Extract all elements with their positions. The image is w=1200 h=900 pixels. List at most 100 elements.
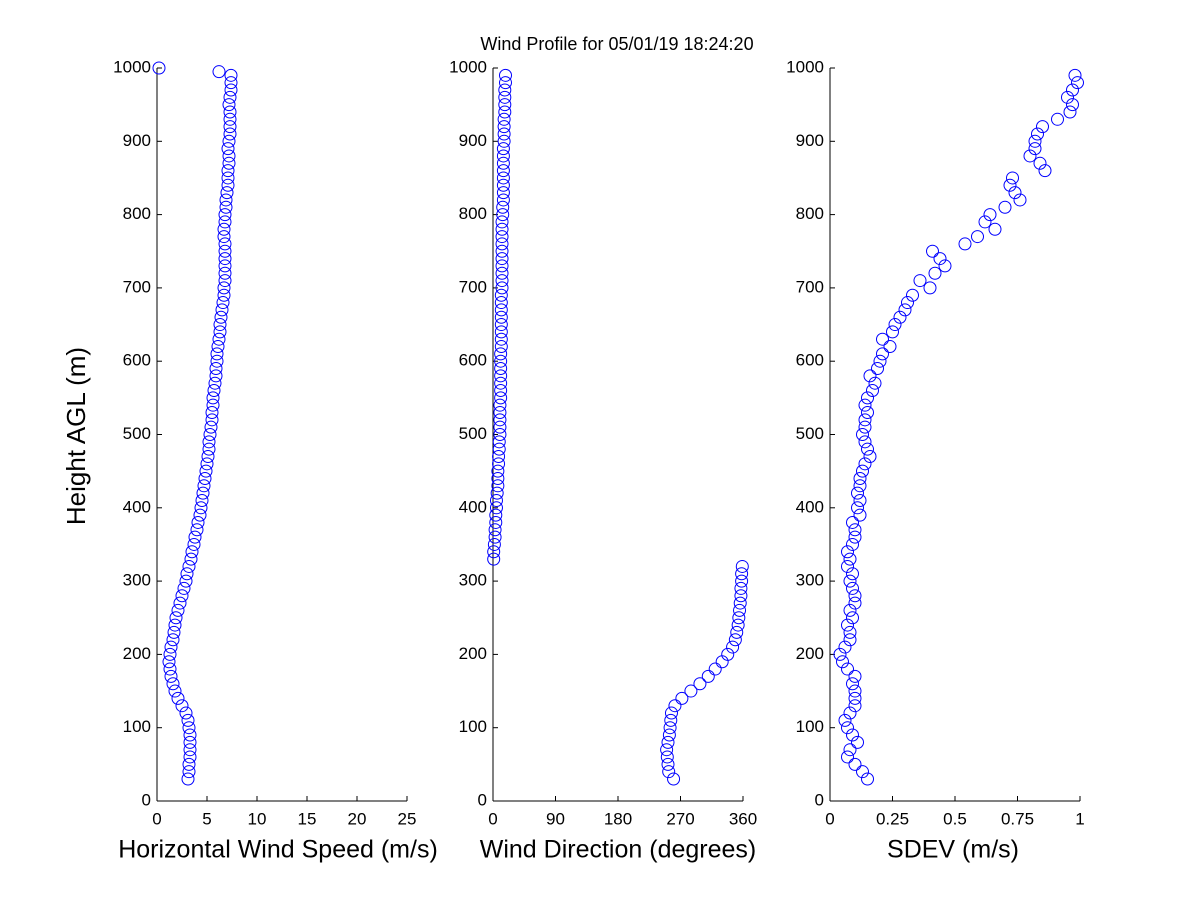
- point: [490, 486, 504, 500]
- point: [196, 486, 210, 500]
- y-tick-label: 500: [796, 424, 824, 443]
- point: [856, 428, 869, 441]
- point: [495, 237, 509, 251]
- point: [494, 369, 508, 383]
- y-tick-label: 1000: [113, 57, 151, 76]
- point: [183, 735, 197, 749]
- x-tick-label: 0.25: [876, 809, 909, 828]
- point: [836, 655, 849, 669]
- y-tick-label: 0: [142, 790, 151, 809]
- point: [664, 713, 678, 727]
- point: [495, 222, 509, 236]
- point: [493, 398, 507, 412]
- point: [222, 156, 236, 170]
- point: [843, 603, 857, 617]
- point: [164, 669, 178, 683]
- point: [494, 391, 508, 405]
- point: [499, 76, 512, 90]
- point: [858, 413, 872, 427]
- point: [851, 501, 864, 515]
- point: [866, 384, 879, 398]
- point: [494, 354, 508, 368]
- point: [496, 193, 510, 207]
- point: [876, 332, 889, 346]
- point: [187, 537, 201, 551]
- point: [496, 200, 510, 214]
- point: [871, 362, 884, 376]
- point: [171, 691, 185, 705]
- point: [493, 428, 507, 441]
- point: [888, 318, 902, 332]
- point: [735, 574, 749, 588]
- point: [171, 603, 185, 617]
- point: [182, 559, 196, 573]
- point: [206, 398, 220, 412]
- point: [497, 112, 511, 126]
- point: [217, 222, 231, 236]
- point: [215, 303, 229, 317]
- point: [199, 464, 213, 478]
- point: [1066, 98, 1079, 112]
- point: [179, 706, 193, 720]
- point: [152, 61, 166, 75]
- point: [488, 530, 502, 544]
- point: [209, 369, 223, 383]
- point: [205, 406, 219, 420]
- point: [938, 259, 952, 273]
- point: [223, 105, 237, 119]
- point: [853, 493, 867, 507]
- point: [846, 677, 859, 691]
- y-tick-label: 300: [459, 571, 487, 590]
- point: [219, 193, 233, 207]
- x-axis-label: Wind Direction (degrees): [480, 836, 757, 864]
- point: [1063, 105, 1077, 119]
- point: [487, 545, 501, 559]
- point: [732, 611, 746, 625]
- point: [210, 354, 224, 368]
- x-tick-label: 1: [1075, 809, 1084, 828]
- point: [495, 274, 509, 288]
- point: [861, 442, 874, 456]
- point: [487, 537, 501, 551]
- point: [495, 281, 509, 295]
- y-tick-label: 800: [123, 204, 151, 223]
- x-tick-label: 0.5: [943, 809, 967, 828]
- point: [863, 369, 877, 383]
- point: [222, 98, 236, 112]
- point: [661, 735, 675, 749]
- point: [853, 471, 867, 485]
- y-tick-label: 500: [123, 424, 151, 443]
- x-tick-label: 0: [825, 809, 834, 828]
- point: [183, 750, 197, 764]
- point: [181, 713, 195, 727]
- point: [841, 662, 854, 676]
- point: [221, 142, 235, 156]
- point: [181, 772, 195, 786]
- point: [496, 171, 510, 185]
- point: [191, 515, 205, 529]
- point: [213, 325, 227, 339]
- point: [841, 750, 854, 764]
- y-tick-label: 0: [815, 790, 824, 809]
- point: [848, 699, 862, 713]
- y-tick-label: 700: [123, 277, 151, 296]
- point: [496, 208, 510, 222]
- point: [487, 552, 501, 566]
- x-tick-label: 360: [729, 809, 757, 828]
- point: [856, 765, 869, 779]
- point: [494, 362, 508, 376]
- point: [863, 449, 877, 463]
- x-tick-label: 20: [348, 809, 367, 828]
- point: [843, 574, 857, 588]
- point: [846, 537, 859, 551]
- point: [858, 398, 872, 412]
- y-tick-label: 400: [796, 497, 824, 516]
- y-tick-label: 1000: [449, 57, 487, 76]
- point: [197, 479, 211, 493]
- point: [1031, 127, 1044, 141]
- point: [846, 515, 859, 529]
- point: [202, 435, 216, 449]
- point: [735, 559, 749, 573]
- point: [734, 589, 748, 603]
